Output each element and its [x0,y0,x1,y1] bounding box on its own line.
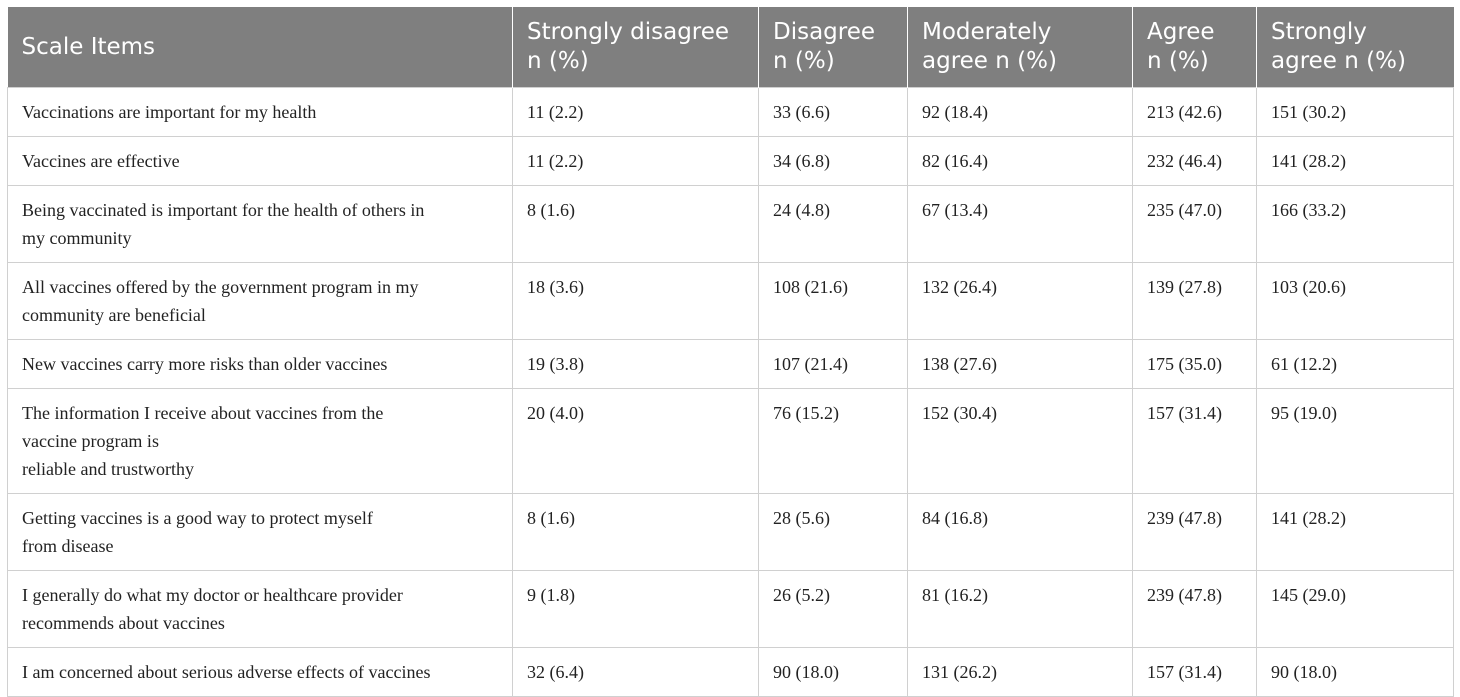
strongly-disagree-cell: 11 (2.2) [512,136,759,186]
header-strongly-disagree: Strongly disagree n (%) [512,7,759,88]
strongly-disagree-cell: 32 (6.4) [512,647,759,697]
strongly-disagree-cell: 9 (1.8) [512,570,759,648]
strongly-agree-cell: 166 (33.2) [1256,185,1454,263]
disagree-cell: 90 (18.0) [758,647,908,697]
disagree-cell: 108 (21.6) [758,262,908,340]
moderately-agree-cell: 92 (18.4) [907,87,1133,137]
scale-item-cell: New vaccines carry more risks than older… [7,339,513,389]
table-header: Scale Items Strongly disagree n (%) Disa… [7,7,1454,88]
moderately-agree-cell: 82 (16.4) [907,136,1133,186]
table-row: Getting vaccines is a good way to protec… [7,493,1454,571]
header-disagree: Disagree n (%) [758,7,908,88]
strongly-disagree-cell: 20 (4.0) [512,388,759,494]
disagree-cell: 24 (4.8) [758,185,908,263]
moderately-agree-cell: 67 (13.4) [907,185,1133,263]
table-row: Vaccines are effective 11 (2.2) 34 (6.8)… [7,136,1454,186]
disagree-cell: 26 (5.2) [758,570,908,648]
moderately-agree-cell: 84 (16.8) [907,493,1133,571]
scale-item-cell: I am concerned about serious adverse eff… [7,647,513,697]
disagree-cell: 76 (15.2) [758,388,908,494]
agree-cell: 239 (47.8) [1132,493,1257,571]
strongly-agree-cell: 151 (30.2) [1256,87,1454,137]
scale-item-cell: Getting vaccines is a good way to protec… [7,493,513,571]
moderately-agree-cell: 131 (26.2) [907,647,1133,697]
scale-item-cell: Being vaccinated is important for the he… [7,185,513,263]
strongly-agree-cell: 141 (28.2) [1256,136,1454,186]
table-row: I generally do what my doctor or healthc… [7,570,1454,648]
agree-cell: 139 (27.8) [1132,262,1257,340]
scale-item-cell: Vaccines are effective [7,136,513,186]
table-row: The information I receive about vaccines… [7,388,1454,494]
disagree-cell: 28 (5.6) [758,493,908,571]
strongly-agree-cell: 103 (20.6) [1256,262,1454,340]
agree-cell: 157 (31.4) [1132,647,1257,697]
scale-item-cell: Vaccinations are important for my health [7,87,513,137]
disagree-cell: 34 (6.8) [758,136,908,186]
strongly-agree-cell: 95 (19.0) [1256,388,1454,494]
moderately-agree-cell: 132 (26.4) [907,262,1133,340]
agree-cell: 213 (42.6) [1132,87,1257,137]
scale-item-cell: All vaccines offered by the government p… [7,262,513,340]
table-row: Vaccinations are important for my health… [7,87,1454,137]
table-row: All vaccines offered by the government p… [7,262,1454,340]
agree-cell: 235 (47.0) [1132,185,1257,263]
strongly-disagree-cell: 11 (2.2) [512,87,759,137]
header-moderately-agree: Moderately agree n (%) [907,7,1133,88]
strongly-agree-cell: 141 (28.2) [1256,493,1454,571]
table-row: Being vaccinated is important for the he… [7,185,1454,263]
disagree-cell: 33 (6.6) [758,87,908,137]
header-agree: Agree n (%) [1132,7,1257,88]
agree-cell: 232 (46.4) [1132,136,1257,186]
strongly-disagree-cell: 18 (3.6) [512,262,759,340]
scale-item-cell: The information I receive about vaccines… [7,388,513,494]
strongly-disagree-cell: 8 (1.6) [512,493,759,571]
moderately-agree-cell: 152 (30.4) [907,388,1133,494]
table-row: New vaccines carry more risks than older… [7,339,1454,389]
strongly-agree-cell: 61 (12.2) [1256,339,1454,389]
agree-cell: 175 (35.0) [1132,339,1257,389]
agree-cell: 157 (31.4) [1132,388,1257,494]
strongly-disagree-cell: 19 (3.8) [512,339,759,389]
table-body: Vaccinations are important for my health… [7,87,1454,697]
strongly-agree-cell: 90 (18.0) [1256,647,1454,697]
vaccine-attitudes-table: Scale Items Strongly disagree n (%) Disa… [7,7,1454,697]
header-scale-items: Scale Items [7,7,513,88]
strongly-disagree-cell: 8 (1.6) [512,185,759,263]
moderately-agree-cell: 81 (16.2) [907,570,1133,648]
scale-item-cell: I generally do what my doctor or healthc… [7,570,513,648]
moderately-agree-cell: 138 (27.6) [907,339,1133,389]
agree-cell: 239 (47.8) [1132,570,1257,648]
header-row: Scale Items Strongly disagree n (%) Disa… [7,7,1454,88]
table-row: I am concerned about serious adverse eff… [7,647,1454,697]
header-strongly-agree: Strongly agree n (%) [1256,7,1454,88]
disagree-cell: 107 (21.4) [758,339,908,389]
strongly-agree-cell: 145 (29.0) [1256,570,1454,648]
